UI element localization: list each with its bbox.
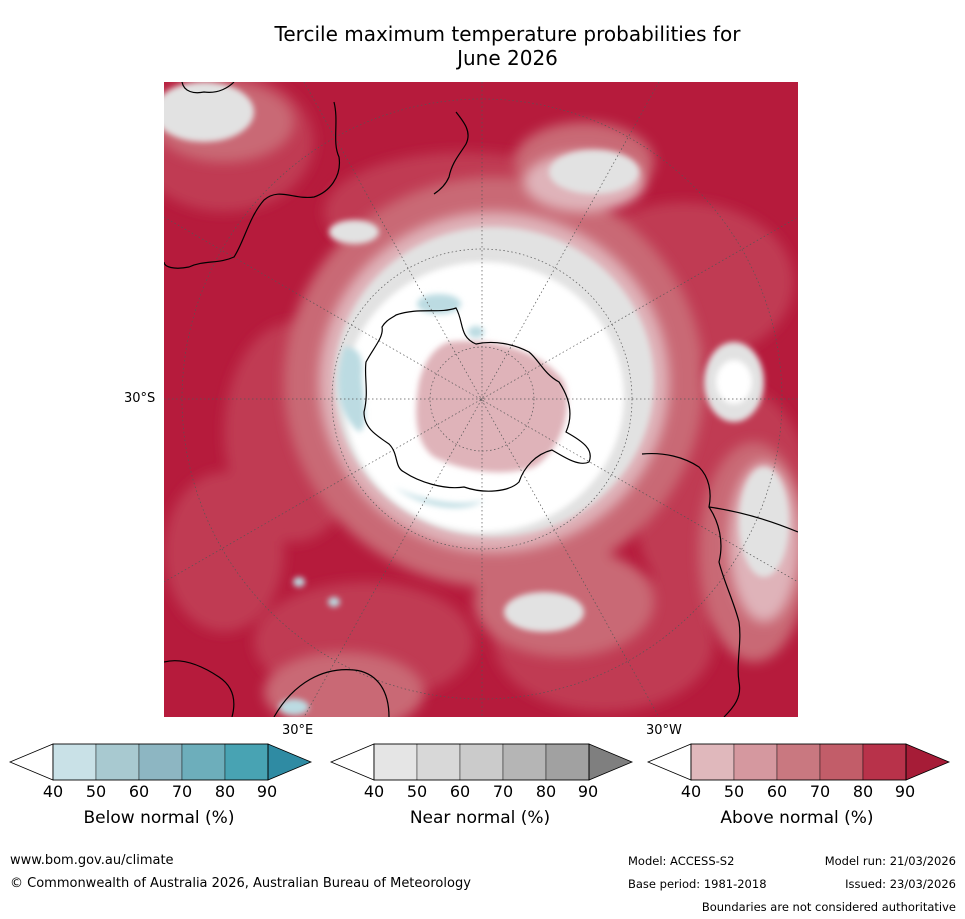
colorbar-swatch (181, 743, 226, 781)
colorbar-swatch (52, 743, 97, 781)
colorbar-below-normal-swatches (8, 743, 313, 781)
colorbar-swatch (416, 743, 461, 781)
colorbar-swatch (690, 743, 735, 781)
colorbar-max-extension (267, 743, 313, 781)
new-zealand-coast (433, 111, 469, 195)
model-run: Model run: 21/03/2026 (824, 854, 956, 868)
colorbar-below-label: Below normal (%) (83, 808, 235, 828)
colorbar-swatch (138, 743, 183, 781)
model-name: Model: ACCESS-S2 (628, 854, 735, 868)
tick-label: 50 (85, 782, 107, 801)
tick-label: 70 (809, 782, 831, 801)
colorbar-swatch (776, 743, 821, 781)
lon-label-30e: 30°E (282, 723, 314, 738)
antarctica-coast (363, 307, 591, 492)
tick-label: 60 (128, 782, 150, 801)
colorbar-above-normal (646, 743, 951, 781)
base-period: Base period: 1981-2018 (628, 877, 767, 891)
colorbar-swatch (459, 743, 504, 781)
coastlines (164, 82, 798, 717)
tick-label: 90 (894, 782, 916, 801)
south-america-inner (708, 506, 798, 533)
title-line-2: June 2026 (457, 46, 558, 70)
africa-coast (164, 660, 235, 717)
tick-label: 70 (171, 782, 193, 801)
south-america-coast (641, 452, 741, 717)
colorbar-near-normal-swatches (329, 743, 634, 781)
colorbar-min-extension (329, 743, 375, 781)
colorbar-swatch (224, 743, 269, 781)
colorbar-outline (690, 743, 907, 781)
australia-coast (164, 101, 341, 269)
map-title: Tercile maximum temperature probabilitie… (0, 22, 965, 70)
tick-label: 90 (256, 782, 278, 801)
probability-map[interactable] (164, 82, 798, 717)
colorbar-outline (52, 743, 269, 781)
tick-label: 40 (363, 782, 385, 801)
colorbar-max-extension (905, 743, 951, 781)
colorbar-min-extension (646, 743, 692, 781)
website-link[interactable]: www.bom.gov.au/climate (10, 853, 174, 868)
colorbar-swatch (862, 743, 907, 781)
colorbar-near-normal (329, 743, 634, 781)
tick-label: 80 (214, 782, 236, 801)
africa-coast-2 (273, 669, 390, 717)
colorbar-swatch (733, 743, 778, 781)
tick-label: 50 (723, 782, 745, 801)
colorbar-swatch (819, 743, 864, 781)
title-line-1: Tercile maximum temperature probabilitie… (274, 22, 741, 46)
colorbar-near-label: Near normal (%) (409, 808, 551, 828)
colorbar-swatch (545, 743, 590, 781)
colorbar-outline (373, 743, 590, 781)
colorbar-min-extension (8, 743, 54, 781)
graticule (164, 82, 798, 717)
tick-label: 60 (449, 782, 471, 801)
colorbar-swatch (502, 743, 547, 781)
antarctic-interior (416, 341, 568, 473)
map-canvas (164, 82, 798, 717)
colorbar-below-normal (8, 743, 313, 781)
colorbar-above-normal-swatches (646, 743, 951, 781)
tick-label: 80 (535, 782, 557, 801)
tick-label: 80 (852, 782, 874, 801)
tick-label: 90 (577, 782, 599, 801)
lon-label-30w: 30°W (646, 723, 682, 738)
australia-north-coast (181, 82, 235, 94)
colorbar-swatch (373, 743, 418, 781)
tick-label: 40 (42, 782, 64, 801)
copyright-text: © Commonwealth of Australia 2026, Austra… (10, 876, 471, 891)
tick-label: 70 (492, 782, 514, 801)
issued-date: Issued: 23/03/2026 (845, 877, 956, 891)
colorbar-max-extension (588, 743, 634, 781)
tick-label: 60 (766, 782, 788, 801)
tick-label: 50 (406, 782, 428, 801)
colorbar-swatch (95, 743, 140, 781)
colorbar-above-label: Above normal (%) (720, 808, 874, 828)
tick-label: 40 (680, 782, 702, 801)
lat-label-30s: 30°S (124, 391, 156, 406)
disclaimer: Boundaries are not considered authoritat… (701, 900, 956, 914)
